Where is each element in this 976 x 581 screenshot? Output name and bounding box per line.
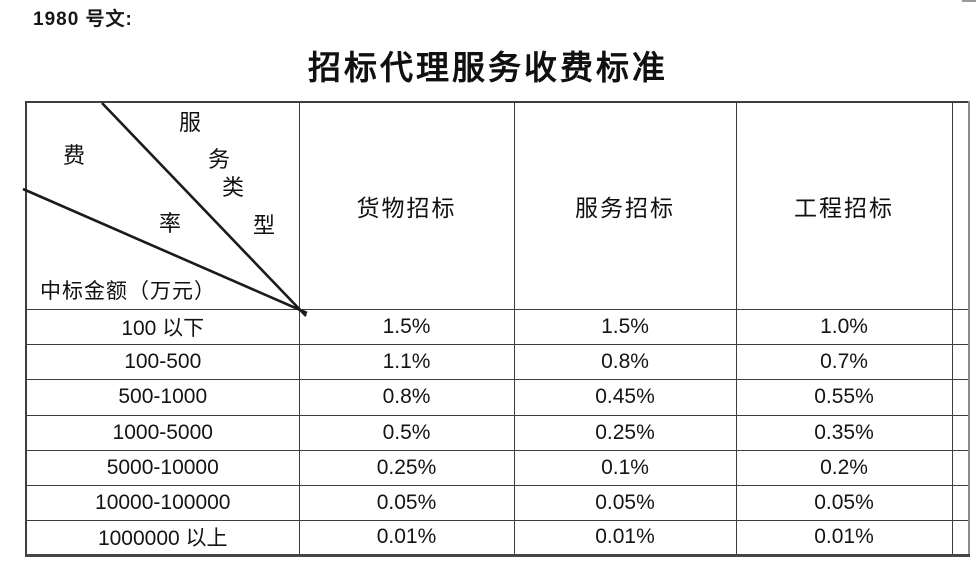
row-range-label: 1000000 以上 <box>25 519 300 558</box>
fee-value-services: 0.8% <box>513 344 737 381</box>
corner-label-bid-amount: 中标金额（万元） <box>40 279 216 303</box>
corner-label-service-type-char: 服 <box>179 110 202 135</box>
sliver-column-cell <box>951 101 970 311</box>
corner-label-service-type-char: 类 <box>222 175 245 200</box>
fee-value-works: 0.55% <box>735 379 953 416</box>
fee-value-goods: 0.8% <box>298 379 515 416</box>
column-header-services: 服务招标 <box>513 101 737 311</box>
row-range-label: 1000-5000 <box>25 414 300 451</box>
table-row: 1000-5000 0.5% 0.25% 0.35% <box>25 414 970 451</box>
sliver-column-cell <box>951 519 970 558</box>
document-ref-number: 1980 号文: <box>33 9 133 30</box>
row-range-label: 5000-10000 <box>25 449 300 486</box>
fee-value-goods: 0.01% <box>298 519 515 558</box>
fee-value-goods: 0.5% <box>298 414 515 451</box>
fee-value-works: 0.01% <box>735 519 953 558</box>
fee-value-works: 0.35% <box>735 414 953 451</box>
table-row: 100 以下 1.5% 1.5% 1.0% <box>25 309 970 346</box>
sliver-column-cell <box>951 449 970 486</box>
row-range-label: 10000-100000 <box>25 484 300 521</box>
row-range-label: 100-500 <box>25 344 300 381</box>
fee-value-goods: 0.25% <box>298 449 515 486</box>
fee-value-goods: 1.1% <box>298 344 515 381</box>
page-edge-mark <box>962 0 976 2</box>
sliver-column-cell <box>951 379 970 416</box>
sliver-column-cell <box>951 414 970 451</box>
table-row: 5000-10000 0.25% 0.1% 0.2% <box>25 449 970 486</box>
corner-label-rate-char: 费 <box>63 143 86 168</box>
sliver-column-cell <box>951 484 970 521</box>
row-range-label: 100 以下 <box>25 309 300 346</box>
corner-label-service-type-char: 型 <box>253 213 276 238</box>
fee-value-works: 0.2% <box>735 449 953 486</box>
table-row: 100-500 1.1% 0.8% 0.7% <box>25 344 970 381</box>
fee-value-services: 0.01% <box>513 519 737 558</box>
sliver-column-cell <box>951 344 970 381</box>
sliver-column-cell <box>951 309 970 346</box>
diagonal-split-lines <box>22 102 308 317</box>
table-row: 10000-100000 0.05% 0.05% 0.05% <box>25 484 970 521</box>
column-header-works: 工程招标 <box>735 101 953 311</box>
row-range-label: 500-1000 <box>25 379 300 416</box>
fee-value-works: 0.05% <box>735 484 953 521</box>
fee-value-works: 1.0% <box>735 309 953 346</box>
page-title: 招标代理服务收费标准 <box>308 51 668 87</box>
fee-value-services: 0.05% <box>513 484 737 521</box>
table-row: 500-1000 0.8% 0.45% 0.55% <box>25 379 970 416</box>
fee-value-services: 0.45% <box>513 379 737 416</box>
fee-value-services: 0.25% <box>513 414 737 451</box>
corner-label-service-type-char: 务 <box>208 147 231 172</box>
column-header-goods: 货物招标 <box>298 101 515 311</box>
fee-value-works: 0.7% <box>735 344 953 381</box>
fee-value-services: 1.5% <box>513 309 737 346</box>
corner-label-rate-char: 率 <box>159 211 182 236</box>
fee-value-goods: 1.5% <box>298 309 515 346</box>
fee-value-goods: 0.05% <box>298 484 515 521</box>
table-row: 1000000 以上 0.01% 0.01% 0.01% <box>25 519 970 558</box>
fee-value-services: 0.1% <box>513 449 737 486</box>
diagonal-header-cell: 服 务 类 型 费 率 中标金额（万元） <box>22 101 308 317</box>
fee-standard-table: 服 务 类 型 费 率 中标金额（万元） 货物招标 服务招标 工程招标 100 … <box>22 101 970 558</box>
table-header-row: 服 务 类 型 费 率 中标金额（万元） 货物招标 服务招标 工程招标 <box>22 101 970 317</box>
